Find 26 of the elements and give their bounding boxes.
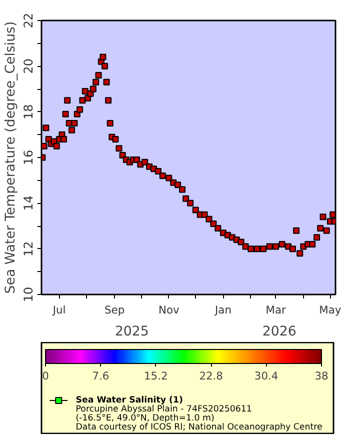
color-bar-label: 38: [314, 370, 328, 382]
text: Porcupine Abyssal Plain - 74FS20250611: [76, 404, 252, 414]
legend-label: Sea Water Salinity (1): [76, 396, 183, 406]
color-bar-label: 15.2: [144, 370, 168, 382]
x-tick-label: Jul: [52, 304, 66, 316]
x-tick-label: May: [319, 304, 342, 316]
x-tick-label: Jan: [214, 304, 232, 316]
y-tick-label: 18: [22, 104, 36, 120]
y-tick-label: 22: [22, 12, 36, 28]
y-tick-label: 16: [22, 150, 36, 166]
x-tick-label: Mar: [266, 304, 286, 316]
y-axis-title: Sea Water Temperature (degree_Celsius): [4, 21, 18, 294]
text: 2026: [262, 324, 296, 340]
x-tick-label: Sep: [104, 304, 125, 316]
y-tick-label: 12: [22, 241, 36, 256]
color-bar-label: 0: [42, 370, 50, 382]
y-tick-label: 10: [22, 286, 36, 302]
y-tick-label: 20: [22, 58, 36, 74]
text: Data courtesy of ICOS RI; National Oceanography Centre: [76, 422, 322, 432]
color-bar-label: 7.6: [92, 370, 110, 382]
text: (-16.5°E, 49.0°N, Depth=1.0 m): [76, 414, 214, 424]
text: 2025: [114, 324, 149, 340]
color-bar-label: 22.8: [199, 370, 224, 382]
x-tick-label: Nov: [158, 304, 180, 316]
y-tick-label: 14: [22, 196, 36, 211]
color-bar-label: 30.4: [254, 370, 278, 382]
